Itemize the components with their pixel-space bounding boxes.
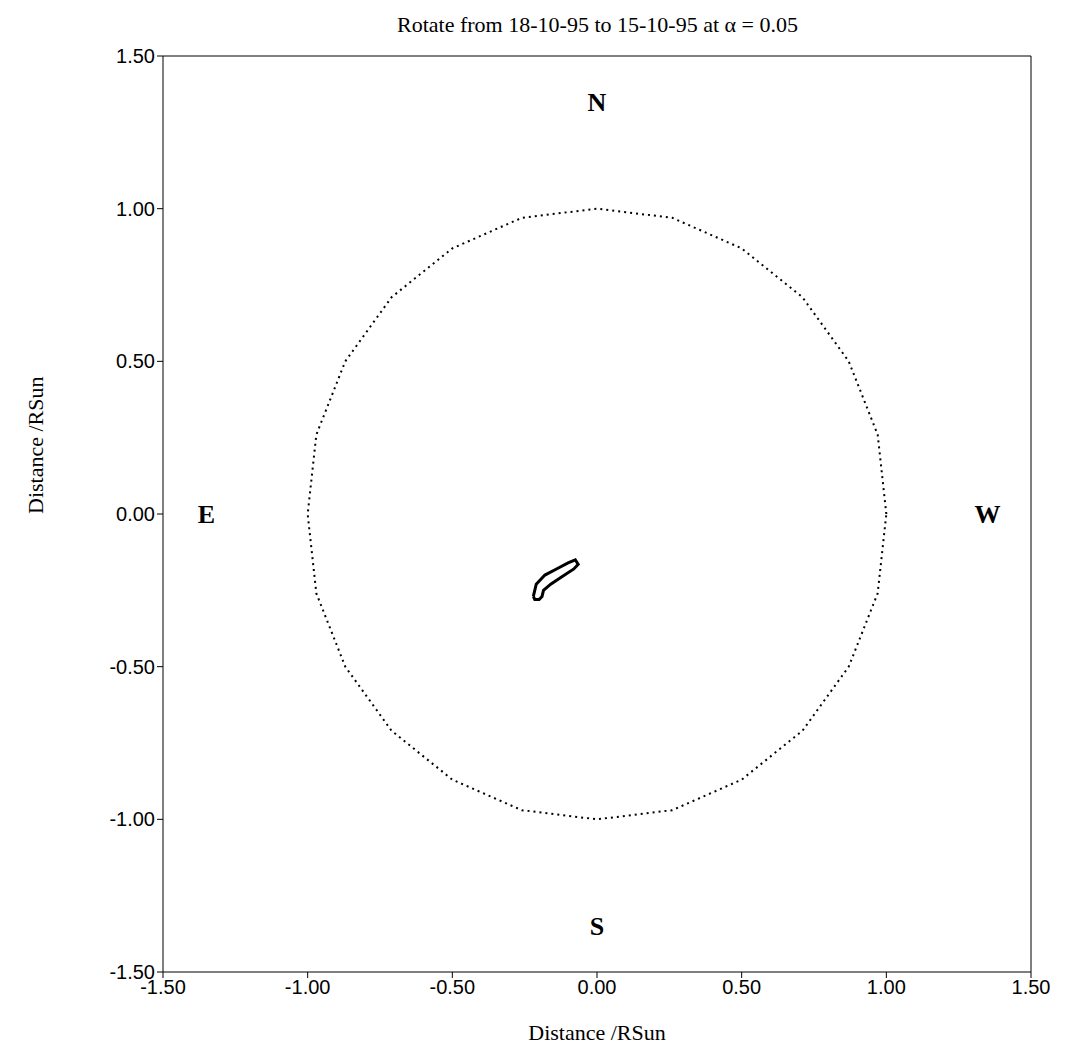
svg-text:Distance /RSun: Distance /RSun xyxy=(23,377,48,515)
svg-text:N: N xyxy=(588,88,607,117)
svg-text:0.50: 0.50 xyxy=(722,976,761,998)
html-text:Rotate from 18-10-95 to 15-10-: Rotate from 18-10-95 to 15-10-95 at α = … xyxy=(397,12,798,37)
svg-text:1.50: 1.50 xyxy=(116,45,155,67)
svg-text:0.00: 0.00 xyxy=(116,503,155,525)
svg-text:1.00: 1.00 xyxy=(867,976,906,998)
svg-text:1.00: 1.00 xyxy=(116,198,155,220)
svg-text:1.50: 1.50 xyxy=(1012,976,1051,998)
svg-text:-1.00: -1.00 xyxy=(285,976,331,998)
svg-text:W: W xyxy=(975,500,1001,529)
svg-text:-1.50: -1.50 xyxy=(109,961,155,983)
svg-text:-0.50: -0.50 xyxy=(430,976,476,998)
svg-text:E: E xyxy=(198,500,215,529)
svg-text:-0.50: -0.50 xyxy=(109,656,155,678)
svg-text:Distance /RSun: Distance /RSun xyxy=(528,1020,666,1045)
svg-text:0.50: 0.50 xyxy=(116,350,155,372)
svg-text:-1.00: -1.00 xyxy=(109,808,155,830)
svg-text:0.00: 0.00 xyxy=(578,976,617,998)
svg-text:-1.50: -1.50 xyxy=(140,976,186,999)
svg-text:S: S xyxy=(590,912,604,941)
